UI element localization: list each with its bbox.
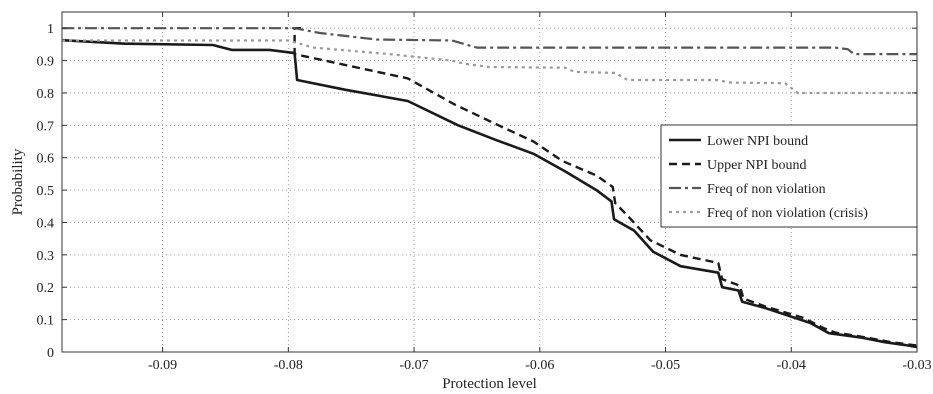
- y-tick-label: 0.6: [37, 152, 55, 167]
- x-tick-label: -0.07: [399, 358, 428, 373]
- series-line-4: [62, 39, 917, 95]
- axis-ticks: -0.09 -0.08 -0.07 -0.06 -0.05 -0.04 -0.03 0 0.1 0…: [37, 12, 932, 373]
- y-tick-label: 0.3: [37, 249, 55, 264]
- legend-label: Freq of non violation (crisis): [707, 206, 868, 221]
- y-tick-label: 0.8: [37, 87, 55, 102]
- legend-label: Freq of non violation: [707, 182, 826, 197]
- x-tick-label: -0.04: [777, 358, 806, 373]
- legend-label: Upper NPI bound: [707, 158, 807, 173]
- x-tick-label: -0.03: [902, 358, 931, 373]
- x-tick-label: -0.06: [525, 358, 554, 373]
- series-line-3: [62, 27, 917, 56]
- legend-box: [660, 124, 918, 228]
- x-axis-label: Protection level: [442, 376, 537, 392]
- y-tick-label: 0.5: [37, 184, 55, 199]
- x-tick-label: -0.05: [651, 358, 680, 373]
- y-tick-label: 0.7: [37, 119, 55, 134]
- y-tick-label: 0.9: [37, 55, 55, 70]
- legend-label: Lower NPI bound: [707, 134, 808, 149]
- y-tick-label: 0.2: [37, 281, 55, 296]
- y-tick-label: 0.1: [37, 314, 55, 329]
- y-tick-label: 0.4: [37, 216, 55, 231]
- legend: Lower NPI bound Upper NPI bound Freq of no…: [660, 124, 918, 228]
- y-axis-label: Probability: [10, 148, 26, 215]
- x-tick-label: -0.08: [274, 358, 303, 373]
- y-tick-label: 1: [47, 22, 54, 37]
- x-tick-label: -0.09: [148, 358, 177, 373]
- y-tick-label: 0: [47, 346, 54, 361]
- series-line-1: [61, 38, 918, 349]
- series-lines: [61, 27, 918, 349]
- series-line-2: [293, 27, 918, 347]
